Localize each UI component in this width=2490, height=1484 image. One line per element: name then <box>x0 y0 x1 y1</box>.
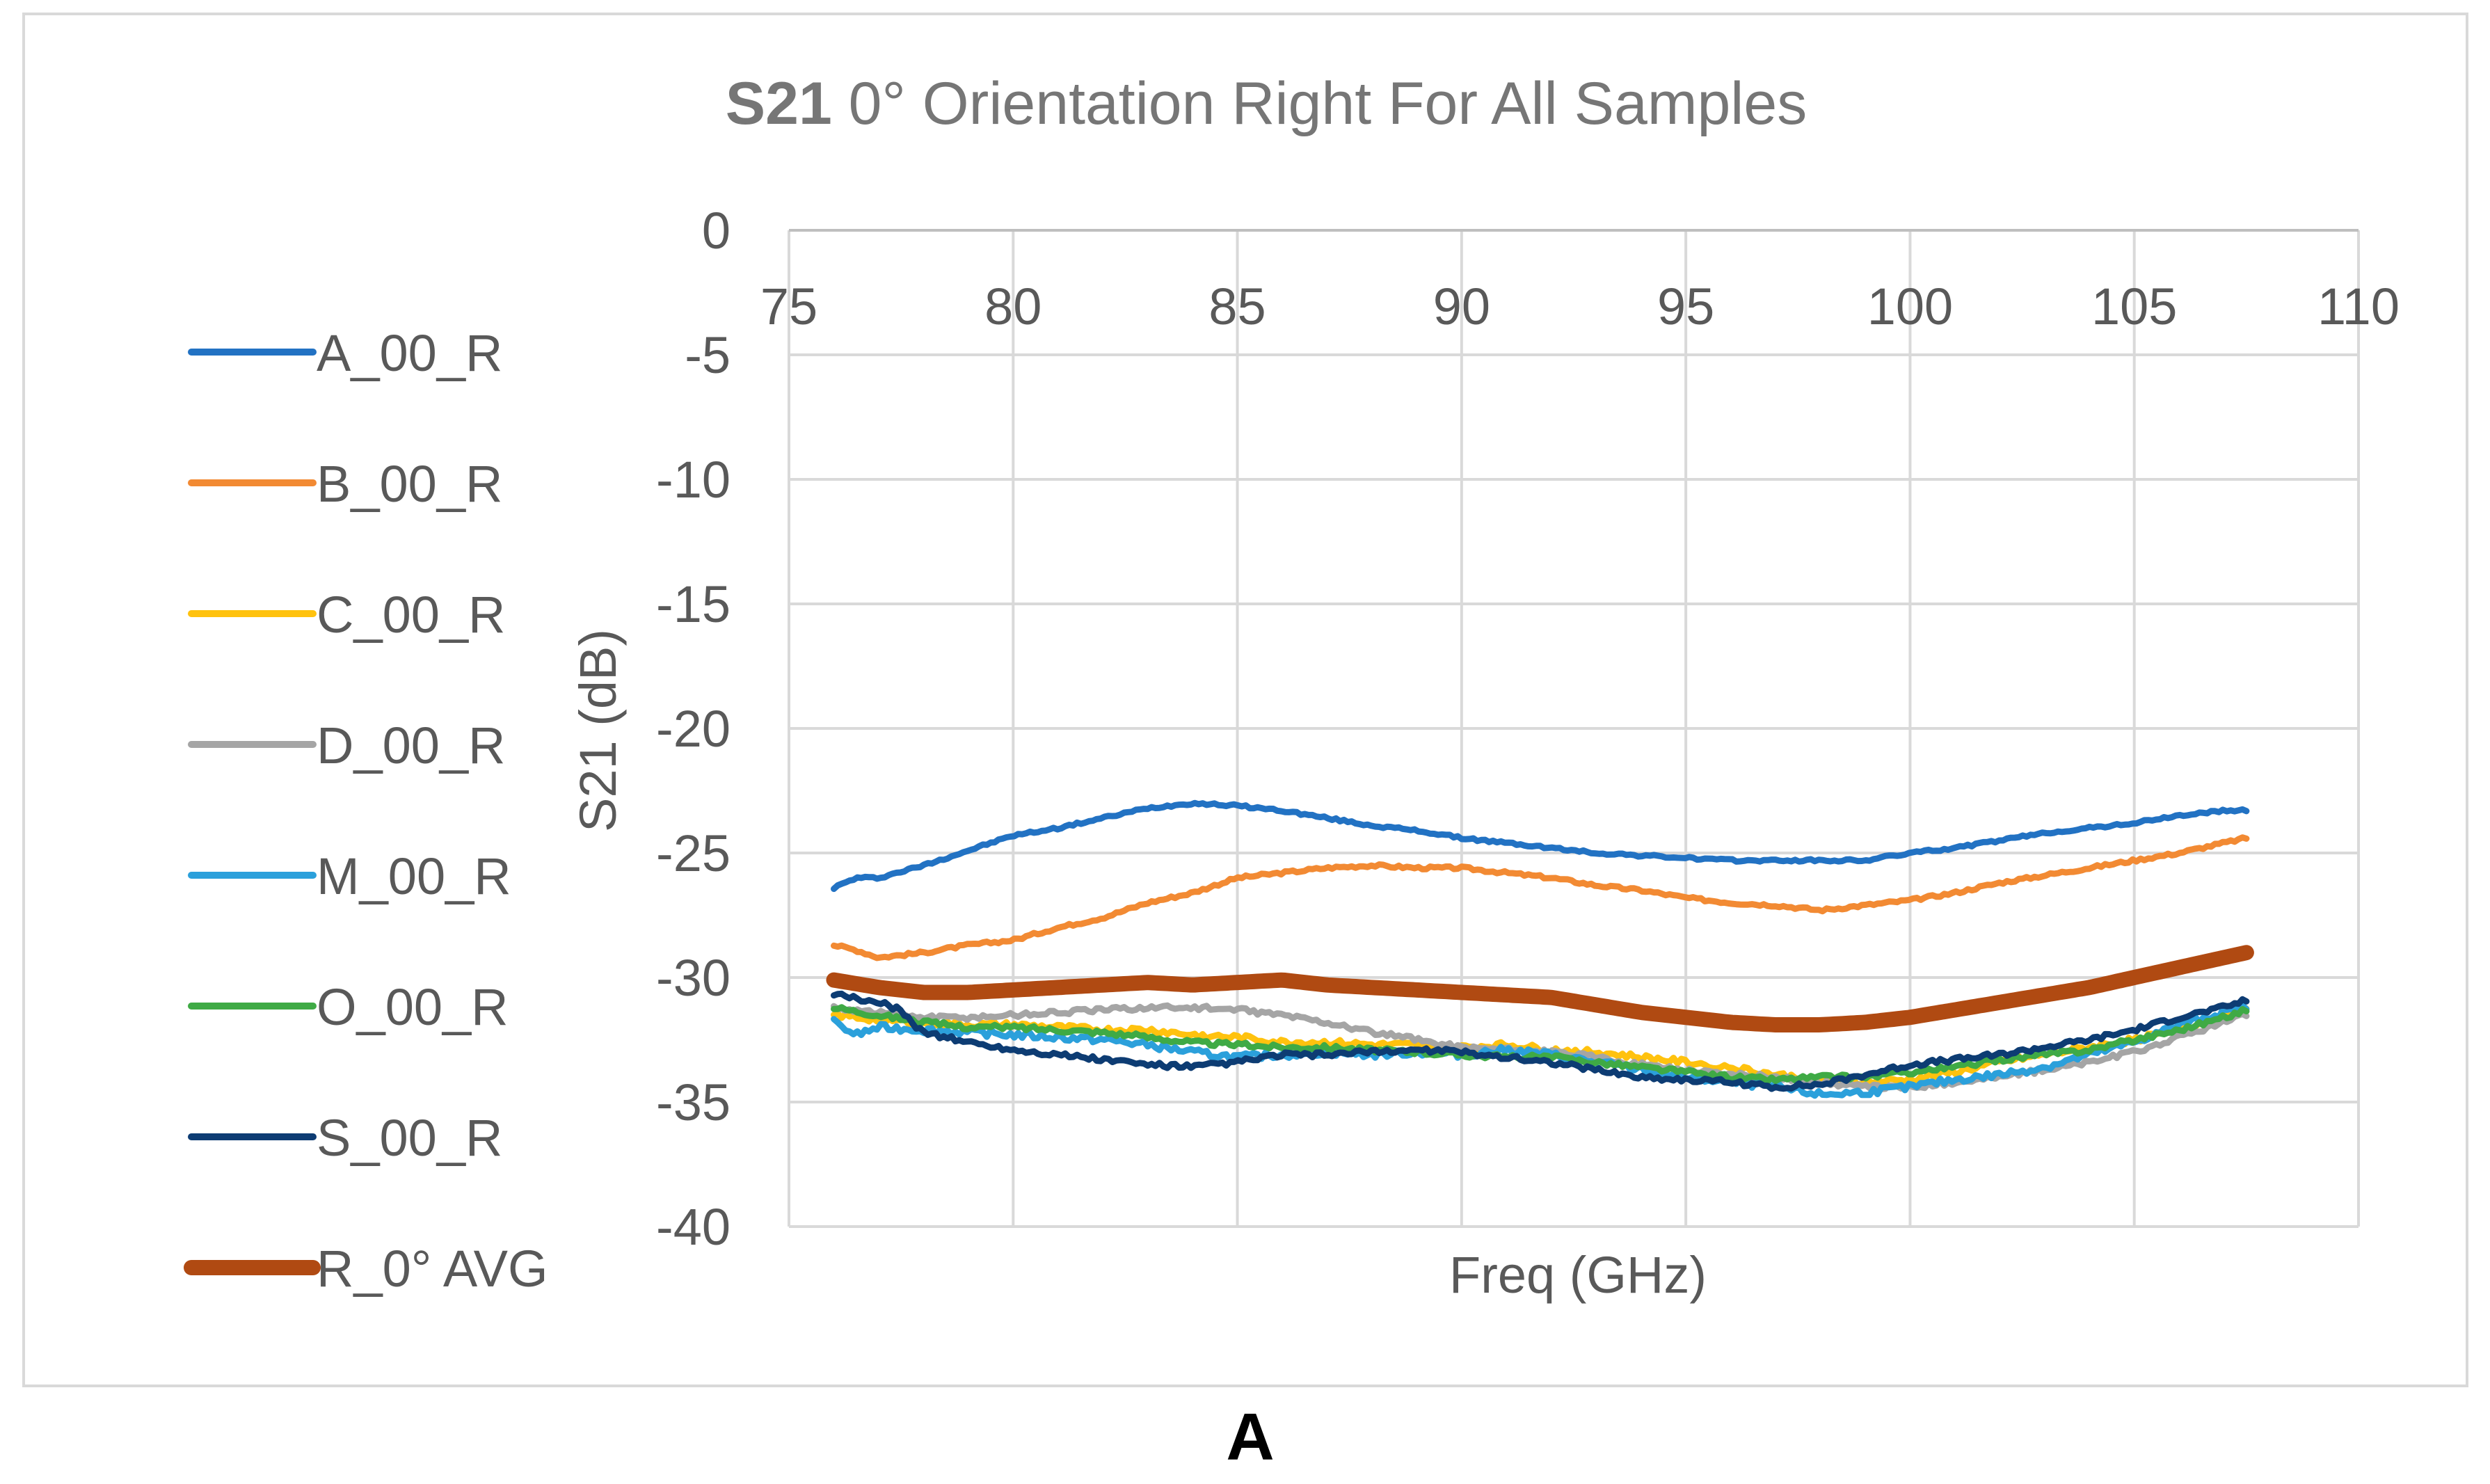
x-tick-label: 80 <box>984 278 1042 335</box>
legend-label: R_0° AVG <box>317 1240 548 1298</box>
x-tick-label: 85 <box>1208 278 1266 335</box>
chart-title: S21 0° Orientation Right For All Samples <box>726 70 1807 137</box>
y-tick-label: -35 <box>656 1074 731 1131</box>
y-tick-labels: 0 -5 -10 -15 -20 -25 -30 -35 -40 <box>656 202 731 1256</box>
series-line <box>831 799 2250 893</box>
x-tick-label: 110 <box>2317 278 2400 335</box>
chart-title-bold: S21 <box>726 70 832 137</box>
panel-label: A <box>1226 1400 1274 1474</box>
legend-label: O_00_R <box>317 978 509 1036</box>
x-tick-label: 100 <box>1867 278 1953 335</box>
x-tick-label: 90 <box>1433 278 1490 335</box>
chart-frame <box>22 13 2468 1387</box>
chart-title-rest: 0° Orientation Right For All Samples <box>832 70 1807 137</box>
legend-label: B_00_R <box>317 455 502 513</box>
y-tick-label: -15 <box>656 575 731 633</box>
legend-label: S_00_R <box>317 1109 502 1167</box>
x-tick-labels: 75 80 85 90 95 100 105 110 <box>760 278 2400 335</box>
y-tick-label: -30 <box>656 949 731 1007</box>
x-tick-label: 105 <box>2091 278 2177 335</box>
x-tick-label: 75 <box>760 278 817 335</box>
series-line <box>826 945 2254 1032</box>
legend-label: C_00_R <box>317 586 506 644</box>
y-tick-label: -20 <box>656 700 731 758</box>
y-tick-label: -40 <box>656 1198 731 1256</box>
legend-label: M_00_R <box>317 847 511 905</box>
plot-area <box>826 799 2254 1099</box>
y-tick-label: 0 <box>702 202 731 260</box>
y-axis-label: S21 (dB) <box>569 629 627 832</box>
legend-label: D_00_R <box>317 717 506 774</box>
x-axis-label: Freq (GHz) <box>1449 1246 1707 1304</box>
y-tick-label: -5 <box>685 326 731 384</box>
series-line <box>831 990 2250 1092</box>
series-line <box>831 834 2250 962</box>
x-tick-label: 95 <box>1657 278 1714 335</box>
legend: A_00_R B_00_R C_00_R D_00_R M_00_R O_00_R S_00… <box>184 324 548 1298</box>
y-tick-label: -10 <box>656 451 731 509</box>
y-tick-label: -25 <box>656 824 731 882</box>
legend-label: A_00_R <box>317 324 502 382</box>
